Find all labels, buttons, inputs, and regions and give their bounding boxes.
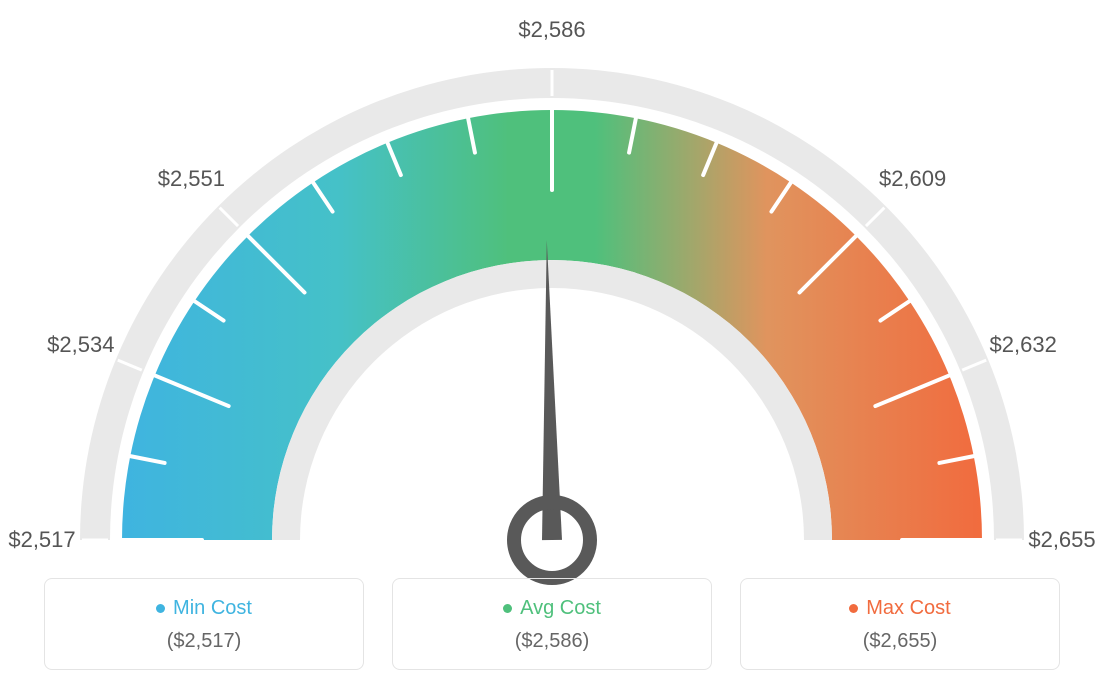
legend-row: Min Cost ($2,517) Avg Cost ($2,586) Max Cost… bbox=[0, 578, 1104, 670]
gauge-tick-label: $2,551 bbox=[158, 166, 225, 192]
legend-dot-icon bbox=[503, 604, 512, 613]
legend-card: Max Cost ($2,655) bbox=[740, 578, 1060, 670]
gauge-tick-label: $2,632 bbox=[990, 332, 1057, 358]
legend-dot-icon bbox=[156, 604, 165, 613]
legend-title-text: Avg Cost bbox=[520, 597, 601, 620]
legend-dot-icon bbox=[849, 604, 858, 613]
legend-value: ($2,517) bbox=[55, 630, 353, 653]
gauge-tick-label: $2,534 bbox=[47, 332, 114, 358]
legend-title: Max Cost bbox=[849, 597, 950, 620]
gauge-tick-label: $2,586 bbox=[518, 17, 585, 43]
legend-card: Min Cost ($2,517) bbox=[44, 578, 364, 670]
legend-value: ($2,586) bbox=[403, 630, 701, 653]
legend-card: Avg Cost ($2,586) bbox=[392, 578, 712, 670]
gauge-tick-label: $2,609 bbox=[879, 166, 946, 192]
gauge-tick-label: $2,517 bbox=[8, 527, 75, 553]
gauge-svg bbox=[0, 40, 1104, 600]
legend-title: Avg Cost bbox=[503, 597, 601, 620]
gauge-tick-label: $2,655 bbox=[1028, 527, 1095, 553]
legend-title-text: Max Cost bbox=[866, 597, 950, 620]
legend-title-text: Min Cost bbox=[173, 597, 252, 620]
legend-title: Min Cost bbox=[156, 597, 252, 620]
gauge-chart: $2,517 $2,534 $2,551 $2,586 $2,609 $2,632 $2,6… bbox=[0, 0, 1104, 560]
legend-value: ($2,655) bbox=[751, 630, 1049, 653]
